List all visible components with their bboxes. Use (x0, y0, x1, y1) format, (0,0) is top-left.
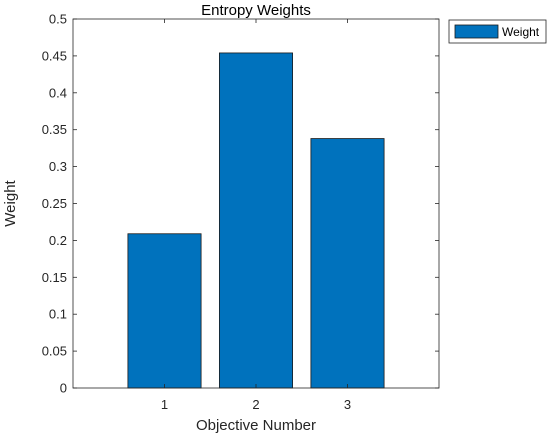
legend-swatch (454, 24, 499, 39)
y-tick-label: 0.05 (42, 344, 67, 359)
y-tick-label: 0.25 (42, 196, 67, 211)
x-tick-label: 2 (252, 397, 259, 412)
y-tick-label: 0.3 (49, 159, 67, 174)
y-axis-title: Weight (2, 179, 19, 226)
y-tick-label: 0.2 (49, 233, 67, 248)
ticks-layer: 0 0.05 0.1 0.15 0.2 0.25 0.3 0.35 0.4 0.45 0.5 1 2 3 (42, 12, 439, 412)
bar-2 (218, 52, 293, 389)
y-tick-label: 0.15 (42, 270, 67, 285)
bar-3 (310, 138, 385, 389)
y-tick-label: 0.1 (49, 307, 67, 322)
y-tick-label: 0 (60, 381, 67, 396)
y-tick-label: 0.4 (49, 85, 67, 100)
y-tick-label: 0.5 (49, 12, 67, 27)
bars-layer (127, 52, 385, 389)
y-tick-label: 0.35 (42, 122, 67, 137)
chart-title: Entropy Weights (201, 2, 311, 19)
x-tick-label: 3 (344, 397, 351, 412)
y-tick-label: 0.45 (42, 48, 67, 63)
x-axis-title: Objective Number (196, 417, 316, 434)
x-tick-label: 1 (161, 397, 168, 412)
bar-1 (127, 233, 202, 389)
legend: Weight (448, 19, 547, 44)
legend-entry-weight: Weight (502, 25, 540, 39)
